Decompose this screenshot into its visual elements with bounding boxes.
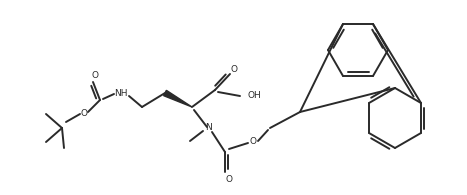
Text: N: N <box>205 122 212 131</box>
Text: O: O <box>92 71 99 80</box>
Text: O: O <box>231 65 238 74</box>
Text: OH: OH <box>248 91 262 100</box>
Text: O: O <box>226 175 233 183</box>
Text: NH: NH <box>114 89 128 98</box>
Text: O: O <box>249 137 256 146</box>
Text: O: O <box>80 108 87 118</box>
Polygon shape <box>163 90 192 107</box>
